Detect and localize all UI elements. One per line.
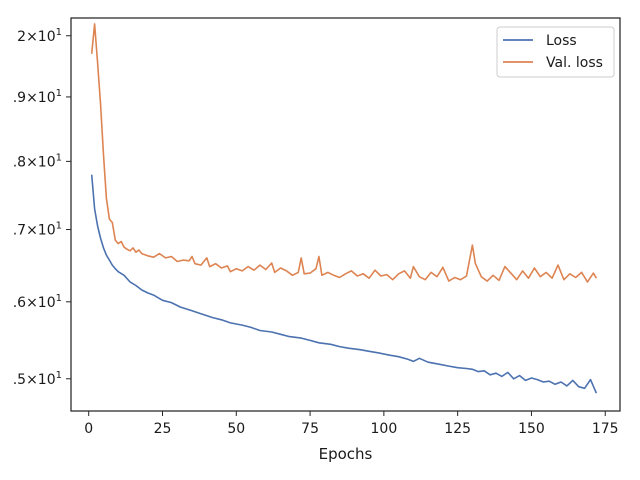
y-axis-ticks: .5×101 .6×101 .7×101 .8×101 .9×101 2×101 (13, 27, 71, 388)
y-tick-label: .7×101 (13, 221, 62, 239)
axes-frame (70, 17, 621, 412)
series-line-1 (90, 23, 598, 283)
y-tick-label: .8×101 (13, 152, 62, 170)
x-axis-ticks: 0 25 50 75 100 125 150 175 (84, 411, 619, 437)
y-tick-label: .5×101 (13, 370, 62, 388)
x-tick-label: 150 (518, 421, 545, 437)
series-layer (90, 23, 598, 394)
x-axis-label: Epochs (319, 445, 373, 463)
x-tick-label: 25 (154, 421, 172, 437)
x-tick-label: 0 (84, 421, 93, 437)
series-line-0 (90, 174, 598, 394)
legend-label-1: Val. loss (546, 55, 603, 71)
plot-area: 0 25 50 75 100 125 150 175 .5×101 .6×101 .7×101 .8… (13, 17, 621, 437)
legend-label-0: Loss (546, 33, 577, 49)
x-tick-label: 175 (592, 421, 619, 437)
x-tick-label: 100 (371, 421, 398, 437)
x-tick-label: 75 (301, 421, 319, 437)
y-tick-label: .6×101 (13, 293, 62, 311)
y-tick-label: .9×101 (13, 88, 62, 106)
legend: Loss Val. loss (496, 26, 615, 78)
x-tick-label: 50 (227, 421, 245, 437)
x-tick-label: 125 (444, 421, 471, 437)
y-tick-label: 2×101 (17, 27, 62, 45)
